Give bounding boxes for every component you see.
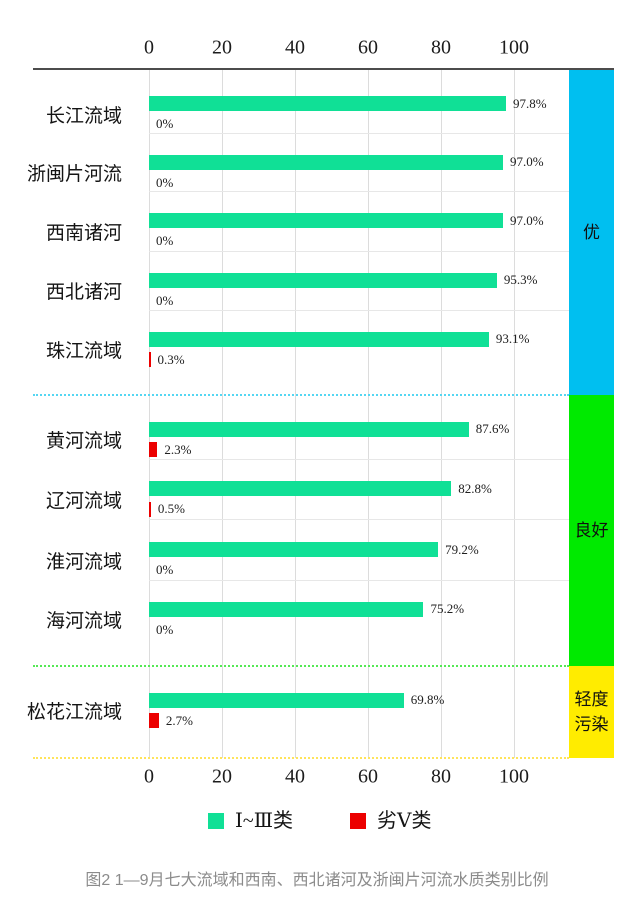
bar-value-i-iii: 82.8% bbox=[458, 480, 492, 496]
bar-value-inferior-v: 0% bbox=[156, 174, 174, 190]
legend: Ⅰ~Ⅲ类 劣Ⅴ类 bbox=[0, 810, 634, 832]
bar-value-inferior-v: 0% bbox=[156, 621, 174, 637]
category-label: 松花江流域 bbox=[26, 702, 122, 723]
quality-band-label: 优 bbox=[583, 223, 600, 242]
category-label: 浙闽片河流 bbox=[26, 164, 122, 185]
legend-label-class-i-iii: Ⅰ~Ⅲ类 bbox=[235, 810, 294, 832]
bar-value-i-iii: 95.3% bbox=[503, 272, 538, 287]
bar-class-i-iii bbox=[149, 272, 497, 288]
bar-inferior-v bbox=[149, 713, 159, 728]
bar-value-i-iii: 87.6% bbox=[475, 421, 510, 436]
band-separator bbox=[33, 665, 569, 667]
value-axis-line bbox=[33, 68, 614, 70]
bar-value-i-iii: 69.8% bbox=[410, 692, 445, 707]
bar-value-inferior-v: 0% bbox=[156, 562, 174, 577]
axis-tick-top: 100 bbox=[499, 36, 529, 59]
band-separator bbox=[33, 394, 569, 396]
bar-class-i-iii bbox=[149, 154, 504, 170]
row-gridline bbox=[149, 132, 569, 134]
bar-class-i-iii bbox=[149, 692, 404, 708]
category-label: 淮河流域 bbox=[45, 551, 122, 573]
legend-swatch-green bbox=[208, 813, 224, 829]
bar-class-i-iii bbox=[149, 331, 489, 347]
quality-band-label: 轻度 污染 bbox=[574, 690, 609, 734]
legend-item-inferior-v: 劣Ⅴ类 bbox=[350, 810, 431, 832]
gridline bbox=[221, 70, 223, 758]
bar-class-i-iii bbox=[149, 96, 506, 111]
bar-value-inferior-v: 0.3% bbox=[157, 351, 185, 367]
bar-inferior-v bbox=[149, 442, 158, 457]
quality-band-2: 良好 bbox=[569, 395, 614, 666]
bar-value-inferior-v: 2.7% bbox=[165, 712, 193, 728]
axis-tick-top: 80 bbox=[431, 36, 451, 59]
axis-tick-bottom: 60 bbox=[358, 765, 378, 788]
gridline bbox=[513, 70, 515, 758]
category-label: 西南诸河 bbox=[45, 222, 122, 244]
bar-value-i-iii: 97.8% bbox=[512, 95, 547, 111]
bar-class-i-iii bbox=[149, 213, 504, 228]
row-gridline bbox=[149, 310, 569, 311]
bar-value-inferior-v: 0% bbox=[156, 233, 174, 248]
axis-tick-bottom: 40 bbox=[285, 765, 305, 788]
axis-tick-top: 40 bbox=[285, 36, 305, 59]
bar-inferior-v bbox=[149, 501, 151, 517]
axis-tick-bottom: 100 bbox=[499, 765, 529, 788]
gridline bbox=[367, 70, 369, 758]
category-label: 海河流域 bbox=[45, 611, 122, 632]
category-label: 长江流域 bbox=[45, 105, 122, 127]
gridline bbox=[294, 70, 296, 758]
axis-tick-bottom: 20 bbox=[212, 765, 232, 788]
category-label: 辽河流域 bbox=[45, 490, 122, 512]
bar-class-i-iii bbox=[149, 481, 452, 496]
row-gridline bbox=[149, 519, 569, 520]
band-separator bbox=[33, 757, 569, 759]
bar-value-inferior-v: 0.5% bbox=[157, 501, 185, 516]
quality-band-1: 优 bbox=[569, 70, 614, 395]
bar-value-inferior-v: 2.3% bbox=[164, 441, 192, 457]
bar-value-i-iii: 97.0% bbox=[510, 212, 544, 228]
row-gridline bbox=[149, 191, 569, 193]
bar-class-i-iii bbox=[149, 542, 439, 557]
figure-caption: 图2 1—9月七大流域和西南、西北诸河及浙闽片河流水质类别比例 bbox=[85, 872, 549, 889]
legend-label-inferior-v: 劣Ⅴ类 bbox=[377, 810, 432, 832]
quality-band-label: 良好 bbox=[574, 521, 609, 540]
bar-value-i-iii: 97.0% bbox=[510, 154, 544, 169]
row-gridline bbox=[149, 579, 569, 581]
category-label: 西北诸河 bbox=[45, 282, 122, 303]
bar-value-inferior-v: 0% bbox=[156, 292, 174, 308]
bar-class-i-iii bbox=[149, 421, 469, 437]
bar-inferior-v bbox=[149, 352, 151, 367]
category-label: 珠江流域 bbox=[45, 341, 122, 362]
row-gridline bbox=[149, 458, 569, 460]
bar-class-i-iii bbox=[149, 601, 424, 617]
bar-value-inferior-v: 0% bbox=[156, 116, 174, 131]
bar-value-i-iii: 93.1% bbox=[495, 331, 530, 346]
axis-tick-bottom: 80 bbox=[431, 765, 451, 788]
axis-tick-top: 20 bbox=[212, 36, 232, 59]
axis-tick-top: 60 bbox=[358, 36, 378, 59]
row-gridline bbox=[149, 250, 569, 252]
gridline bbox=[440, 70, 442, 758]
quality-band-3: 轻度 污染 bbox=[569, 666, 614, 758]
axis-tick-bottom: 0 bbox=[144, 765, 154, 788]
bar-value-i-iii: 75.2% bbox=[430, 601, 465, 616]
bar-value-i-iii: 79.2% bbox=[445, 541, 479, 557]
category-label: 黄河流域 bbox=[45, 431, 122, 452]
legend-item-class-i-iii: Ⅰ~Ⅲ类 bbox=[208, 810, 293, 832]
axis-tick-top: 0 bbox=[144, 36, 154, 59]
gridline bbox=[148, 70, 150, 758]
legend-swatch-red bbox=[350, 813, 366, 829]
